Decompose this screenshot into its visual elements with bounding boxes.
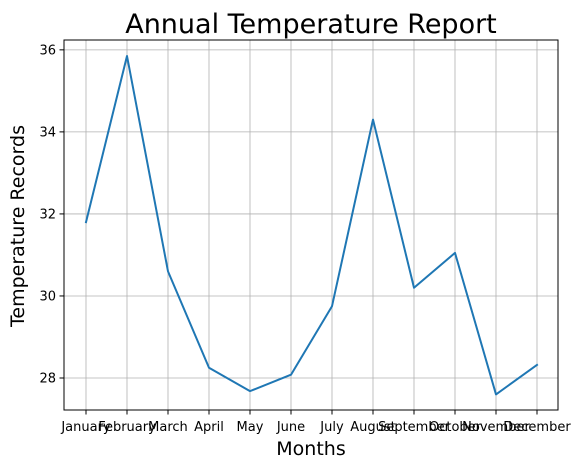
x-tick-label-october: October xyxy=(429,420,482,435)
tick-marks xyxy=(59,49,538,415)
x-tick-label-august: August xyxy=(350,420,396,435)
chart-title: Annual Temperature Report xyxy=(125,9,497,40)
axes-frame xyxy=(63,39,559,411)
y-axis-label: Temperature Records xyxy=(7,125,29,328)
x-tick-label-february: February xyxy=(98,420,156,435)
y-tick-label-34: 34 xyxy=(39,125,56,140)
x-tick-label-april: April xyxy=(194,420,224,435)
x-tick-label-december: December xyxy=(503,420,571,435)
y-tick-label-32: 32 xyxy=(39,207,56,222)
x-tick-label-may: May xyxy=(237,420,264,435)
x-tick-label-july: July xyxy=(319,420,344,435)
x-tick-label-november: November xyxy=(462,420,530,435)
plot-frame xyxy=(63,39,559,411)
x-tick-label-january: January xyxy=(60,420,111,435)
y-tick-label-36: 36 xyxy=(39,43,56,58)
x-axis-label: Months xyxy=(276,438,345,460)
y-tick-label-30: 30 xyxy=(39,289,56,304)
series-line xyxy=(84,55,539,396)
gridlines xyxy=(64,40,558,410)
series-layer xyxy=(84,55,539,396)
y-tick-label-28: 28 xyxy=(39,372,56,387)
x-tick-label-september: September xyxy=(378,420,451,435)
x-tick-label-march: March xyxy=(148,420,188,435)
x-tick-label-june: June xyxy=(276,420,305,435)
